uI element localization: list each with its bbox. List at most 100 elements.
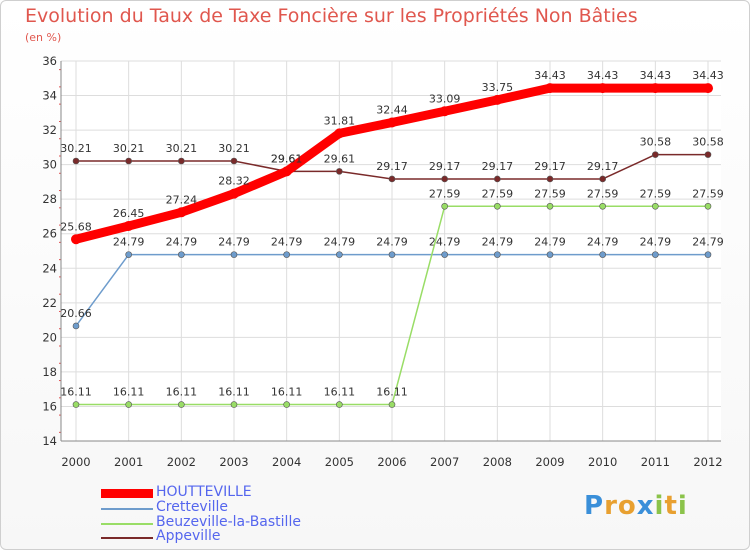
data-point [703,83,713,94]
legend-swatch [101,537,153,539]
data-point [230,157,238,165]
data-point [334,128,345,139]
data-label: 29.61 [271,152,303,165]
y-tick-label: 34 [42,89,57,103]
data-label: 24.79 [324,236,356,249]
data-point [652,251,659,258]
data-point [597,83,608,94]
data-point [599,202,606,210]
data-label: 24.79 [587,236,619,249]
y-tick-label: 14 [42,434,57,448]
data-point [230,401,238,408]
data-label: 16.11 [113,386,145,399]
data-label: 30.58 [640,136,672,149]
data-label: 25.68 [60,220,92,233]
data-label: 28.32 [218,175,250,188]
x-tick-label: 2010 [588,455,617,469]
data-label: 34.43 [587,69,619,82]
data-label: 24.79 [429,236,461,249]
data-point [492,94,503,105]
data-point [283,401,290,408]
data-label: 29.17 [587,160,619,173]
data-label: 32.44 [376,103,408,116]
data-label: 33.75 [482,81,514,94]
x-tick-label: 2012 [693,455,722,469]
data-point [650,83,661,94]
data-label: 24.79 [271,236,303,249]
y-tick-label: 22 [42,296,57,310]
data-point [72,322,80,330]
data-point [178,251,185,258]
data-point [336,251,343,258]
x-tick-label: 2011 [641,455,670,469]
data-point [388,175,396,183]
legend-swatch [101,508,153,510]
data-label: 27.59 [429,187,461,200]
data-point [441,251,448,258]
data-point [388,251,396,258]
legend-swatch [101,523,153,525]
logo-letter: P [584,491,605,521]
x-tick-label: 2008 [483,455,512,469]
data-label: 27.59 [587,187,619,200]
data-label: 29.17 [534,160,566,173]
data-label: 30.21 [113,142,145,155]
data-label: 20.66 [60,307,92,320]
data-label: 16.11 [271,386,303,399]
data-point [336,401,343,408]
x-tick-label: 2006 [377,455,406,469]
y-tick-label: 30 [42,158,57,172]
data-label: 31.81 [324,114,356,127]
data-point [125,157,132,165]
data-label: 30.21 [60,142,92,155]
data-point [704,202,712,210]
y-tick-label: 16 [42,399,57,413]
data-point [281,166,292,177]
legend-label: Cretteville [156,499,228,515]
x-tick-label: 2001 [114,455,143,469]
data-label: 27.59 [640,187,672,200]
x-tick-label: 2009 [535,455,564,469]
x-tick-label: 2004 [272,455,301,469]
data-label: 27.24 [166,193,198,206]
data-label: 34.43 [534,69,566,82]
data-point [125,251,132,258]
data-point [652,202,659,210]
data-point [494,251,501,258]
data-point [176,207,187,218]
data-point [229,188,239,199]
data-label: 29.61 [324,152,356,165]
data-label: 27.59 [692,187,724,200]
data-label: 16.11 [166,386,198,399]
data-point [599,251,606,258]
data-label: 34.43 [692,69,724,82]
data-label: 33.09 [429,92,461,105]
data-label: 24.79 [113,236,145,249]
x-tick-label: 2003 [219,455,248,469]
chart-subtitle: (en %) [25,31,62,44]
logo-letter: i [677,491,688,521]
data-point [545,83,555,94]
y-tick-label: 18 [42,365,57,379]
data-label: 24.79 [166,236,198,249]
data-label: 29.17 [429,160,461,173]
data-label: 24.79 [640,236,672,249]
data-label: 34.43 [640,69,672,82]
data-label: 24.79 [692,236,724,249]
logo-letter: o [617,491,637,521]
data-point [125,401,132,408]
data-point [336,168,343,175]
logo-letter: t [664,491,678,521]
data-point [546,202,554,210]
data-point [230,251,238,258]
data-label: 24.79 [482,236,514,249]
y-tick-label: 26 [42,227,57,241]
data-label: 29.17 [376,160,408,173]
data-point [441,202,448,210]
logo-letter: r [604,491,618,521]
y-tick-label: 20 [42,330,57,344]
data-point [283,251,290,258]
data-label: 26.45 [113,207,145,220]
data-label: 29.17 [482,160,514,173]
